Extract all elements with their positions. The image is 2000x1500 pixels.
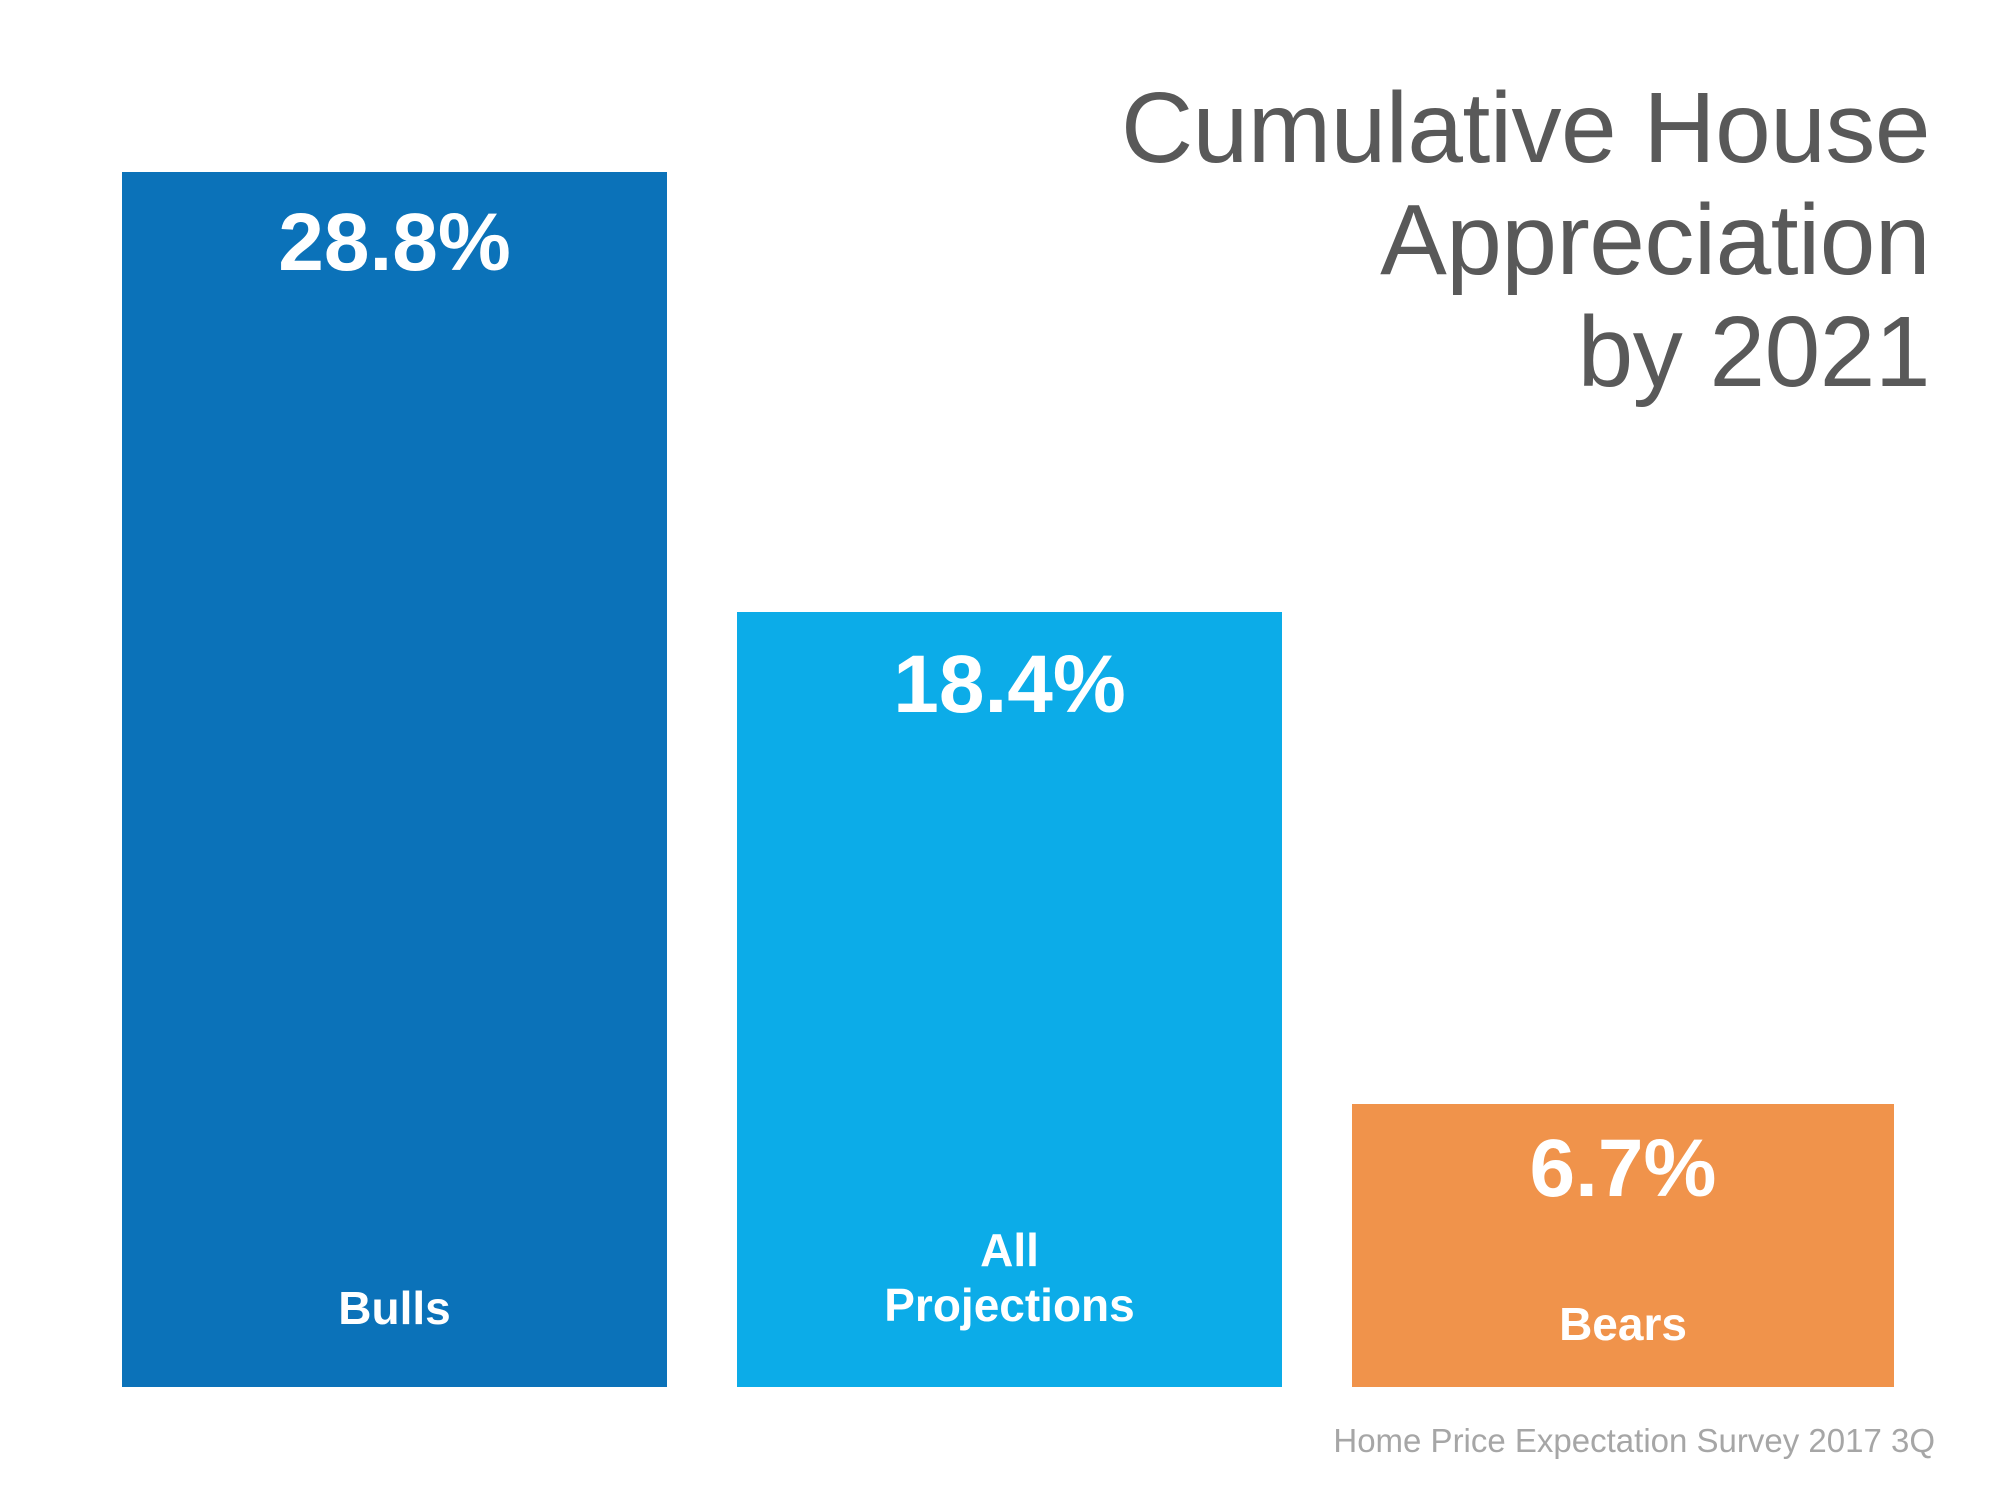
bar-label-bulls: Bulls — [338, 1281, 451, 1334]
source-note: Home Price Expectation Survey 2017 3Q — [1333, 1422, 1935, 1459]
bar-label-all-projections: All Projections — [884, 1224, 1135, 1331]
bar-value-bulls: 28.8% — [278, 197, 511, 288]
bar-bulls[interactable]: 28.8% Bulls — [122, 172, 667, 1387]
bar-value-all-projections: 18.4% — [893, 639, 1126, 730]
bar-bears[interactable]: 6.7% Bears — [1352, 1104, 1894, 1387]
bar-all-projections[interactable]: 18.4% All Projections — [737, 612, 1282, 1387]
bar-value-bears: 6.7% — [1529, 1123, 1717, 1214]
page-title: Cumulative House Appreciation by 2021 — [1120, 72, 1931, 408]
bar-label-bears: Bears — [1559, 1297, 1687, 1350]
